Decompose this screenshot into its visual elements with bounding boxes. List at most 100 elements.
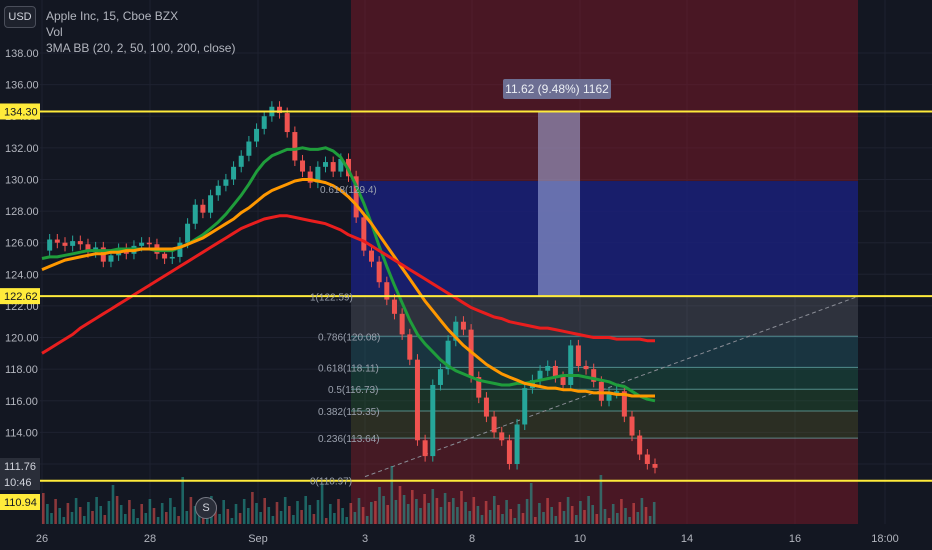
candle-body xyxy=(391,299,397,314)
volume-bar xyxy=(640,498,644,524)
volume-bar xyxy=(542,512,545,524)
volume-bar xyxy=(78,507,82,524)
candle-body xyxy=(231,166,237,180)
volume-bar xyxy=(370,502,373,524)
volume-bar xyxy=(583,510,586,524)
candle-body xyxy=(430,384,436,457)
volume-bar xyxy=(152,508,156,524)
split-event-badge[interactable]: S xyxy=(195,497,217,519)
candle-body xyxy=(77,241,83,245)
volume-bar xyxy=(620,499,623,524)
volume-bar xyxy=(357,498,361,524)
volume-bar xyxy=(488,510,492,524)
volume-bar xyxy=(575,515,578,524)
y-axis: 138.00136.00134.00132.00130.00128.00126.… xyxy=(0,0,40,524)
volume-bar xyxy=(296,501,299,524)
candle-body xyxy=(361,217,367,251)
volume-bar xyxy=(365,516,369,524)
legend-volume[interactable]: Vol xyxy=(46,25,63,39)
volume-bar xyxy=(283,497,287,524)
volume-bar xyxy=(406,504,410,524)
volume-bar xyxy=(173,507,176,524)
candle-body xyxy=(453,321,459,341)
candle-body xyxy=(591,369,597,382)
volume-bars xyxy=(42,466,656,524)
volume-bar xyxy=(554,516,558,524)
volume-bar xyxy=(579,501,582,524)
volume-bar xyxy=(218,514,221,524)
candle-body xyxy=(338,158,344,172)
volume-bar xyxy=(386,505,389,524)
volume-bar xyxy=(156,517,160,524)
fib-zone xyxy=(351,438,858,481)
volume-bar xyxy=(402,495,406,524)
legend-symbol[interactable]: Apple Inc, 15, Cboe BZX xyxy=(46,9,179,23)
fib-label: 0.236(113.64) xyxy=(318,434,380,445)
volume-bar xyxy=(493,496,496,524)
volume-bar xyxy=(292,515,295,524)
candle-body xyxy=(353,176,359,218)
fib-label: 0(110.97) xyxy=(310,476,352,487)
candle-body xyxy=(652,464,658,468)
y-tick-label: 130.00 xyxy=(5,174,39,186)
volume-bar xyxy=(570,506,574,524)
volume-bar xyxy=(394,500,398,524)
legend-indicator[interactable]: 3MA BB (20, 2, 50, 100, 200, close) xyxy=(46,41,236,55)
volume-bar xyxy=(636,512,640,524)
volume-bar xyxy=(423,494,426,524)
candle-body xyxy=(315,166,321,183)
volume-bar xyxy=(480,515,484,524)
volume-bar xyxy=(83,516,86,524)
price-badge xyxy=(0,458,40,474)
volume-bar xyxy=(472,497,476,524)
volume-bar xyxy=(611,504,615,524)
candle-body xyxy=(47,239,53,251)
candle-body xyxy=(284,113,290,133)
volume-bar xyxy=(529,483,533,524)
volume-bar xyxy=(99,506,102,524)
x-tick-label: Sep xyxy=(248,533,268,545)
price-badge-label: 122.62 xyxy=(4,291,38,303)
volume-bar xyxy=(247,508,250,524)
candle-body xyxy=(185,223,191,243)
candle-body xyxy=(108,255,114,262)
candle-body xyxy=(368,250,374,262)
x-tick-label: 3 xyxy=(362,533,368,545)
volume-bar xyxy=(591,505,594,524)
volume-bar xyxy=(74,498,78,524)
candle-body xyxy=(460,321,466,330)
volume-bar xyxy=(460,491,463,524)
x-tick-label: 26 xyxy=(36,533,48,545)
volume-bar xyxy=(341,508,344,524)
x-axis: 26 28 Sep 3 8 10 14 16 18:00 xyxy=(0,524,932,550)
volume-bar xyxy=(427,503,430,524)
volume-bar xyxy=(259,512,262,524)
price-badge xyxy=(0,103,40,120)
y-tick-label: 118.00 xyxy=(5,364,38,376)
currency-button[interactable]: USD xyxy=(4,6,36,28)
x-tick-label: 14 xyxy=(681,533,693,545)
volume-bar xyxy=(595,514,599,524)
volume-bar xyxy=(128,500,131,524)
candle-body xyxy=(238,155,244,167)
volume-bar xyxy=(616,513,619,524)
volume-bar xyxy=(124,514,127,524)
fib-zone xyxy=(351,411,858,439)
candle-body xyxy=(476,377,482,398)
measure-box xyxy=(538,111,580,297)
price-badge xyxy=(0,288,40,305)
y-tick-label: 116.00 xyxy=(5,396,38,408)
blue-zone xyxy=(351,181,858,297)
candle-body xyxy=(62,242,68,246)
volume-bar xyxy=(50,513,53,524)
volume-bar xyxy=(652,502,656,524)
volume-bar xyxy=(288,506,291,524)
fib-label: 0.618(129.4) xyxy=(320,185,377,196)
ma-line-ma100 xyxy=(41,178,655,398)
chart-legend: Apple Inc, 15, Cboe BZX Vol 3MA BB (20, … xyxy=(46,8,235,56)
y-tick-label: 132.00 xyxy=(5,143,39,155)
candle-body xyxy=(70,241,76,246)
volume-bar xyxy=(419,508,422,524)
volume-bar xyxy=(70,512,74,524)
